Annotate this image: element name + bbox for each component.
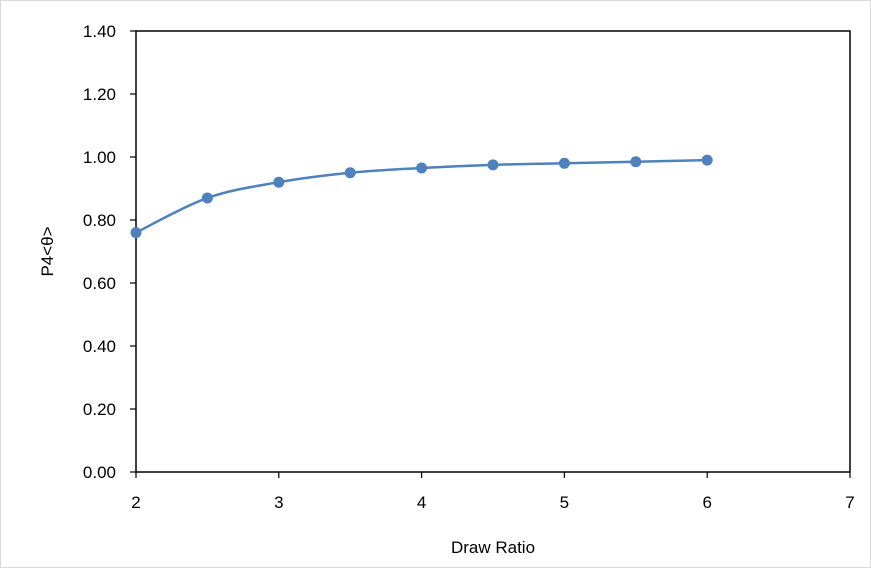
x-tick-label: 3: [274, 493, 283, 512]
y-tick-label: 1.40: [83, 22, 116, 41]
data-point: [130, 227, 142, 239]
y-tick-label: 1.20: [83, 85, 116, 104]
data-point: [630, 156, 642, 168]
data-point: [344, 167, 356, 179]
y-tick-label: 0.00: [83, 463, 116, 482]
x-axis-title: Draw Ratio: [451, 538, 535, 557]
x-tick-label: 6: [702, 493, 711, 512]
x-axis-ticks: 2 3 4 5 6 7: [131, 472, 855, 512]
y-tick-label: 1.00: [83, 148, 116, 167]
data-point: [201, 192, 213, 204]
x-tick-label: 5: [560, 493, 569, 512]
data-point: [558, 157, 570, 169]
data-point: [273, 176, 285, 188]
x-tick-label: 4: [417, 493, 426, 512]
data-point: [416, 162, 428, 174]
y-tick-label: 0.20: [83, 400, 116, 419]
series-layer: [130, 154, 713, 239]
y-tick-label: 0.60: [83, 274, 116, 293]
y-tick-label: 0.80: [83, 211, 116, 230]
y-axis-title: P4<θ>: [38, 226, 57, 276]
plot-area: [135, 30, 851, 473]
data-point: [487, 159, 499, 171]
data-point: [701, 154, 713, 166]
x-tick-label: 2: [131, 493, 140, 512]
x-tick-label: 7: [845, 493, 854, 512]
y-axis-ticks: 0.00 0.20 0.40 0.60 0.80 1.00 1.20 1.40: [83, 22, 136, 482]
y-tick-label: 0.40: [83, 337, 116, 356]
